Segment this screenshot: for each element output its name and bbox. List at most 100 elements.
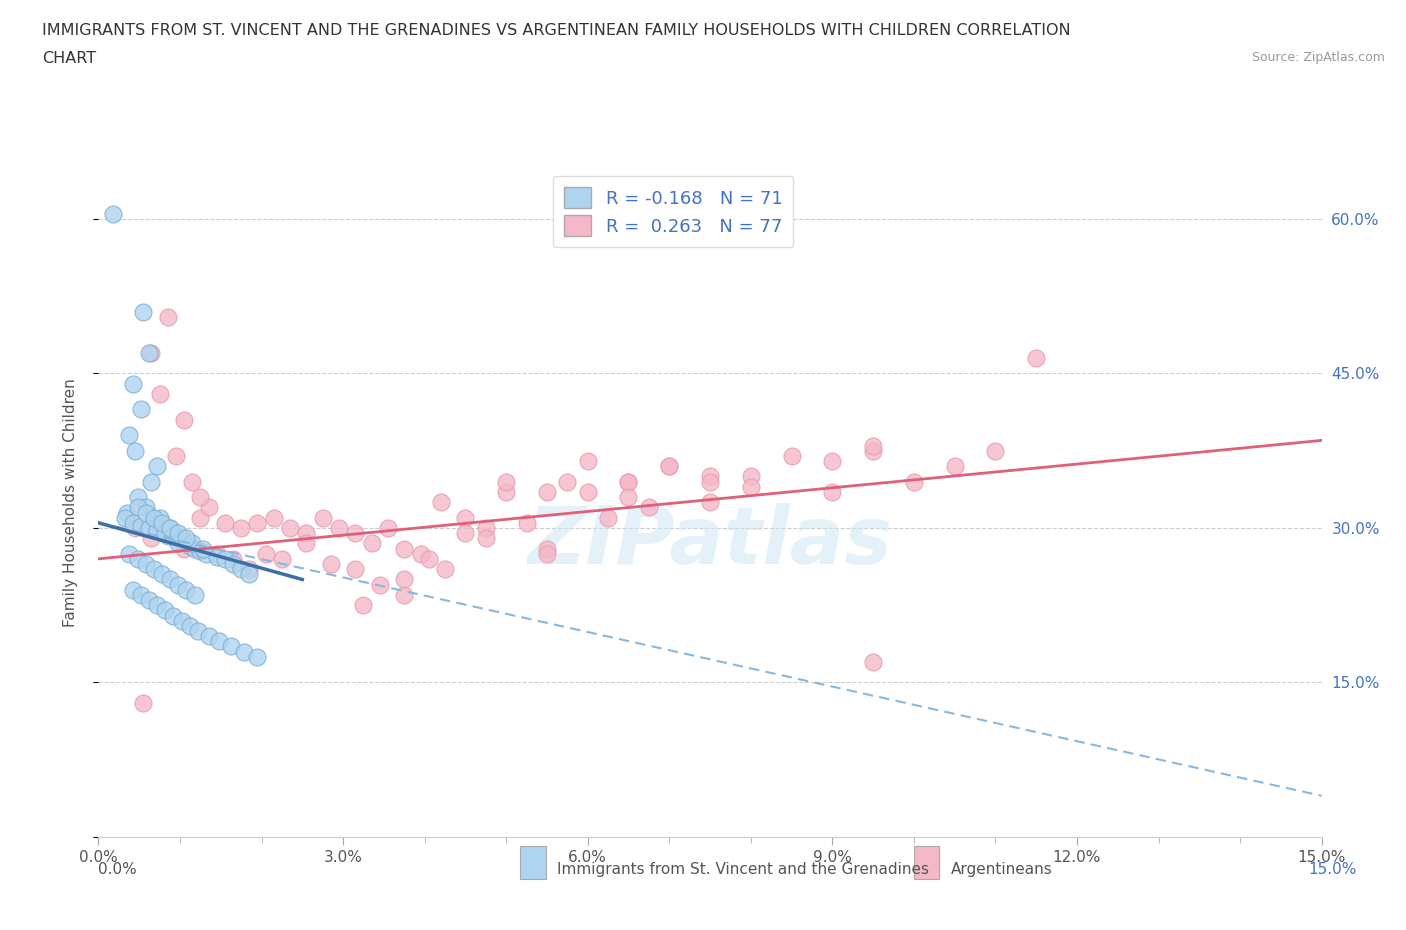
Point xyxy=(129,518,152,533)
Point xyxy=(474,531,498,546)
Point xyxy=(159,521,181,536)
Point xyxy=(699,495,721,510)
Point xyxy=(150,567,173,582)
Point xyxy=(219,639,242,654)
Point xyxy=(617,474,640,489)
Point xyxy=(536,541,558,556)
Point xyxy=(188,543,212,558)
Point xyxy=(231,521,253,536)
Point xyxy=(118,428,141,443)
Point xyxy=(418,551,440,566)
Point xyxy=(156,310,179,325)
Point xyxy=(903,474,925,489)
Point xyxy=(377,521,399,536)
Point xyxy=(1025,351,1047,365)
Point xyxy=(176,531,198,546)
Point xyxy=(188,489,212,504)
Point xyxy=(138,521,160,536)
Point xyxy=(129,402,152,417)
Point xyxy=(740,479,762,494)
Point xyxy=(138,592,160,607)
Point xyxy=(943,458,966,473)
Point xyxy=(238,567,260,582)
Point xyxy=(740,469,762,484)
Point xyxy=(344,525,367,540)
Point xyxy=(360,536,382,551)
Point xyxy=(821,454,844,469)
Point xyxy=(187,623,209,638)
Point xyxy=(135,500,157,515)
Point xyxy=(127,551,149,566)
Point xyxy=(295,525,318,540)
Text: ZIPatlas: ZIPatlas xyxy=(527,503,893,581)
Legend: R = -0.168   N = 71, R =  0.263   N = 77: R = -0.168 N = 71, R = 0.263 N = 77 xyxy=(554,177,793,247)
Point xyxy=(141,531,163,546)
Point xyxy=(495,485,517,499)
Point xyxy=(146,523,169,538)
Point xyxy=(162,525,184,540)
Point xyxy=(114,511,136,525)
Point xyxy=(183,541,205,556)
Point xyxy=(232,644,254,659)
Point xyxy=(368,578,391,592)
Point xyxy=(121,377,143,392)
Point xyxy=(392,588,416,603)
Point xyxy=(197,500,219,515)
Point xyxy=(195,546,218,561)
Point xyxy=(278,521,301,536)
Point xyxy=(312,511,335,525)
Point xyxy=(699,474,721,489)
Point xyxy=(270,551,294,566)
Point xyxy=(121,515,143,530)
Point xyxy=(214,515,236,530)
Point xyxy=(183,588,205,603)
Point xyxy=(821,485,844,499)
Point xyxy=(142,562,165,577)
Point xyxy=(246,515,269,530)
Point xyxy=(295,536,318,551)
Point xyxy=(162,608,184,623)
Point xyxy=(263,511,285,525)
Point xyxy=(155,525,177,540)
Point xyxy=(392,572,416,587)
Point xyxy=(638,500,661,515)
Point xyxy=(173,412,195,427)
Point xyxy=(222,556,245,571)
Point xyxy=(181,536,204,551)
Point xyxy=(135,505,157,520)
Point xyxy=(191,541,214,556)
Point xyxy=(159,521,181,536)
Point xyxy=(699,469,721,484)
Point xyxy=(167,525,190,540)
Point xyxy=(170,613,193,628)
Point xyxy=(149,387,172,402)
Point xyxy=(155,518,177,533)
Point xyxy=(392,541,416,556)
Point xyxy=(536,485,558,499)
Point xyxy=(127,489,149,504)
Point xyxy=(617,474,640,489)
Point xyxy=(142,511,165,525)
Point xyxy=(150,523,173,538)
Point xyxy=(862,444,884,458)
Point xyxy=(658,458,681,473)
Point xyxy=(596,511,619,525)
Point xyxy=(352,598,374,613)
Text: 0.0%: 0.0% xyxy=(98,862,138,877)
Point xyxy=(319,556,342,571)
Point xyxy=(658,458,681,473)
Point xyxy=(101,206,124,221)
Point xyxy=(167,578,190,592)
Point xyxy=(156,529,179,544)
Point xyxy=(433,562,456,577)
Point xyxy=(208,634,231,649)
Text: 15.0%: 15.0% xyxy=(1309,862,1357,877)
Point xyxy=(474,521,498,536)
Point xyxy=(170,531,193,546)
Point xyxy=(129,588,152,603)
Point xyxy=(141,474,163,489)
Point xyxy=(617,489,640,504)
Point xyxy=(132,696,155,711)
Point xyxy=(862,655,884,670)
Point xyxy=(238,562,260,577)
